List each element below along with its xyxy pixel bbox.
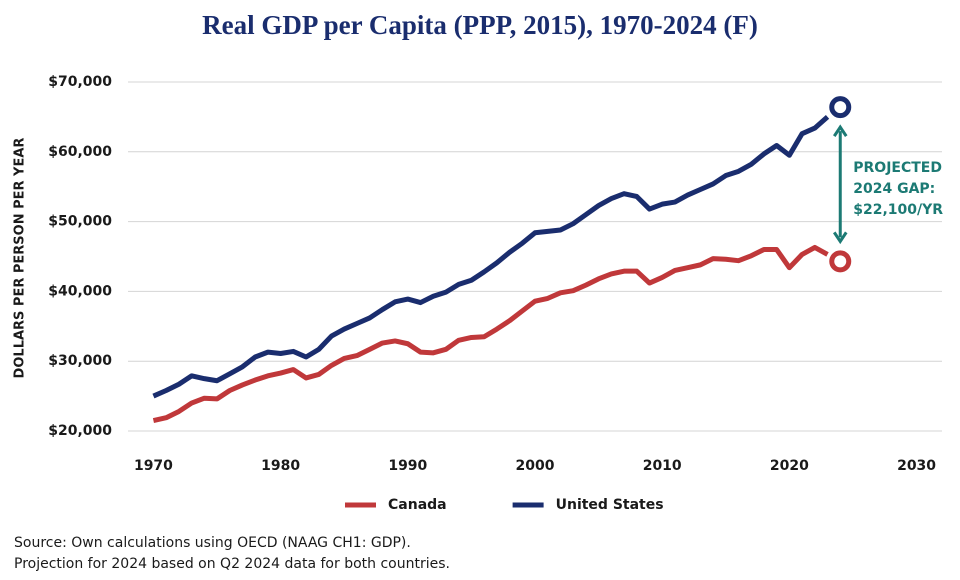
projection-marker (829, 96, 852, 119)
y-tick-label: $20,000 (48, 423, 112, 439)
source-note: Source: Own calculations using OECD (NAA… (14, 535, 411, 551)
x-tick-label: 1990 (388, 458, 427, 474)
x-tick-label: 2030 (897, 458, 936, 474)
projection-marker (829, 250, 852, 273)
annotation: 2024 GAP: (853, 181, 935, 197)
y-tick-label: $30,000 (48, 353, 112, 369)
x-tick-label: 2010 (643, 458, 682, 474)
legend-label: Canada (388, 497, 447, 513)
source-note: Projection for 2024 based on Q2 2024 dat… (14, 556, 450, 572)
chart-title: Real GDP per Capita (PPP, 2015), 1970-20… (202, 10, 758, 40)
y-axis-label: DOLLARS PER PERSON PER YEAR (13, 138, 28, 379)
x-tick-label: 2020 (770, 458, 809, 474)
x-tick-label: 2000 (516, 458, 555, 474)
annotation: PROJECTED (853, 160, 942, 176)
x-tick-label: 1970 (134, 458, 173, 474)
y-tick-label: $70,000 (48, 74, 112, 90)
y-tick-label: $60,000 (48, 144, 112, 160)
arrow-head (833, 231, 848, 245)
series-line (152, 115, 830, 399)
legend-label: United States (556, 497, 664, 513)
series-line (152, 244, 829, 423)
arrow-head (833, 124, 848, 137)
x-tick-label: 1980 (261, 458, 300, 474)
annotation: $22,100/YR (853, 202, 943, 218)
y-tick-label: $40,000 (48, 283, 112, 299)
y-tick-label: $50,000 (48, 214, 112, 230)
